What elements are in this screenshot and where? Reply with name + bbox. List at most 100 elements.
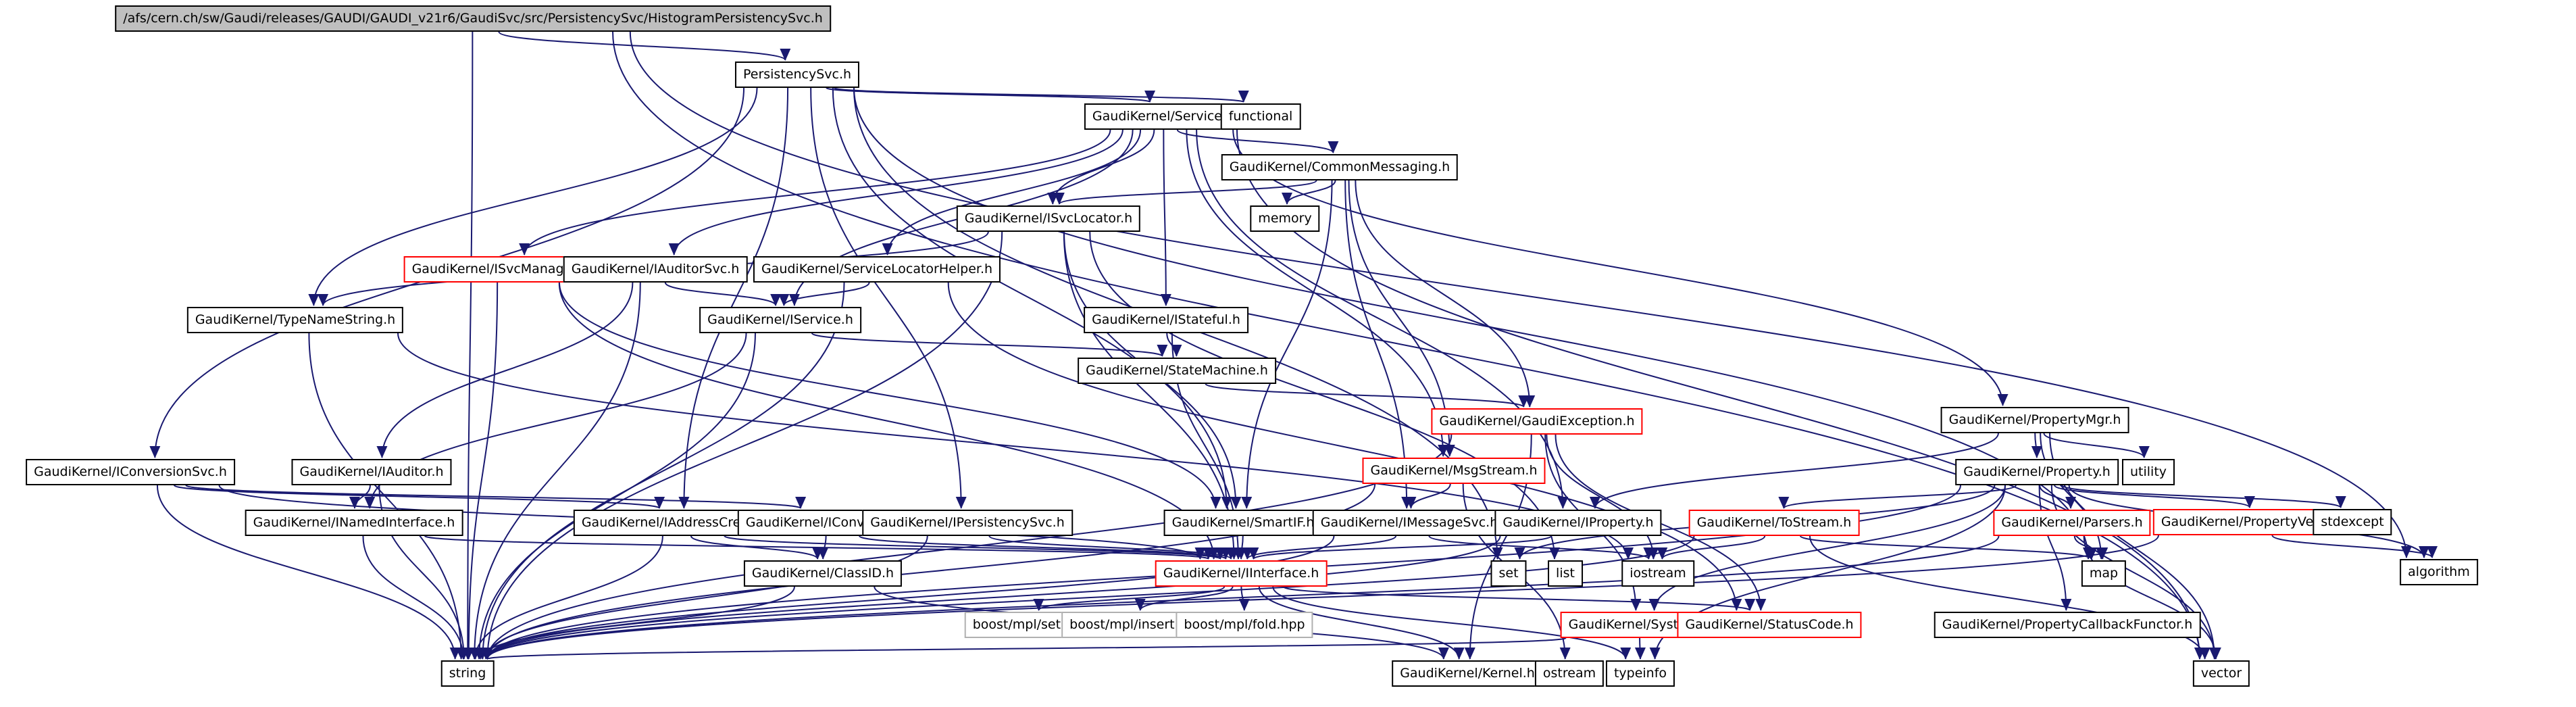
graph-node-imessagesvc[interactable]: GaudiKernel/IMessageSvc.h [1312, 510, 1507, 536]
graph-node-string: string [440, 660, 495, 687]
graph-node-statemachine[interactable]: GaudiKernel/StateMachine.h [1078, 358, 1276, 384]
include-edge-commonmessaging-to-smartif [1241, 180, 1333, 509]
graph-node-functional: functional [1220, 103, 1301, 130]
graph-node-propertycallback[interactable]: GaudiKernel/PropertyCallbackFunctor.h [1934, 612, 2201, 638]
include-edge-persistencysvc-to-functional [833, 87, 1248, 103]
graph-node-iservice[interactable]: GaudiKernel/IService.h [699, 307, 861, 333]
include-edge-ipersistencysvc-to-string [480, 535, 928, 660]
graph-node-inamedinterface[interactable]: GaudiKernel/INamedInterface.h [245, 510, 463, 536]
graph-node-property[interactable]: GaudiKernel/Property.h [1955, 459, 2119, 485]
include-edge-service-to-isvclocator [1047, 129, 1155, 205]
include-edge-tostream-to-vector [1809, 535, 2211, 660]
graph-node-typenamestring[interactable]: GaudiKernel/TypeNameString.h [186, 307, 404, 333]
graph-node-service[interactable]: GaudiKernel/Service.h [1084, 103, 1243, 130]
graph-node-tostream[interactable]: GaudiKernel/ToStream.h [1688, 510, 1860, 536]
include-edge-commonmessaging-to-gaudiexception [1355, 180, 1536, 408]
graph-node-servicelocatorhelper[interactable]: GaudiKernel/ServiceLocatorHelper.h [753, 256, 1001, 283]
include-edge-isvcmanager-to-string [463, 282, 499, 660]
graph-node-typeinfo: typeinfo [1605, 660, 1675, 687]
include-edge-tostream-to-iostream [1657, 535, 1766, 560]
include-edge-parsers-to-vector [2083, 535, 2221, 660]
graph-node-msgstream[interactable]: GaudiKernel/MsgStream.h [1362, 458, 1546, 484]
include-edge-iaddresscreator-to-classid [690, 535, 824, 560]
graph-node-iauditorsvc[interactable]: GaudiKernel/IAuditorSvc.h [563, 256, 748, 283]
include-edge-iproperty-to-iinterface [1248, 535, 1552, 560]
include-edge-propertymgr-to-utility [2043, 433, 2150, 458]
include-edge-service-to-iauditorsvc [668, 129, 1123, 255]
include-edge-servicelocatorhelper-to-statuscode [947, 282, 1742, 611]
include-edge-statemachine-to-gaudiexception [1205, 383, 1529, 408]
include-edge-commonmessaging-to-msgstream [1348, 180, 1455, 457]
include-edge-commonmessaging-to-memory [1282, 180, 1336, 205]
include-edge-iinterface-to-boost_insert [1134, 586, 1234, 611]
include-edge-title-to-persistencysvc [498, 31, 790, 61]
include-edge-classid-to-string [475, 586, 795, 660]
graph-node-vector: vector [2192, 660, 2250, 687]
include-edge-servicelocatorhelper-to-string [477, 282, 845, 660]
graph-node-utility: utility [2121, 459, 2175, 485]
include-edge-iaddresscreator-to-string [470, 535, 663, 660]
include-edge-imessagesvc-to-string [482, 535, 1335, 660]
graph-node-ostream: ostream [1534, 660, 1605, 687]
include-edge-iinterface-to-statuscode [1282, 586, 1755, 611]
include-edge-persistencysvc-to-smartif [832, 87, 1232, 509]
include-edge-iconversionsvc-to-string [156, 485, 461, 660]
graph-node-istateful[interactable]: GaudiKernel/IStateful.h [1084, 307, 1248, 333]
graph-node-iinterface[interactable]: GaudiKernel/IInterface.h [1155, 560, 1328, 587]
graph-node-persistencysvc[interactable]: PersistencySvc.h [734, 62, 860, 88]
include-edge-propertymgr-to-iproperty [1590, 433, 1999, 509]
graph-node-iconversionsvc[interactable]: GaudiKernel/IConversionSvc.h [26, 459, 235, 485]
include-edge-isvclocator-to-list [1089, 231, 1560, 560]
include-edge-propertymgr-to-map [2040, 433, 2107, 560]
include-edge-isvcmanager-to-iinterface [558, 282, 1219, 560]
graph-node-iproperty[interactable]: GaudiKernel/IProperty.h [1494, 510, 1662, 536]
include-edge-iaddresscreator-to-iinterface [724, 535, 1226, 560]
include-edge-iconversionsvc-to-iconverter [185, 485, 806, 509]
include-edge-service-to-iproperty [1196, 129, 1569, 509]
include-edge-iproperty-to-string [482, 535, 1501, 660]
graph-node-classid[interactable]: GaudiKernel/ClassID.h [743, 560, 903, 587]
include-edge-iconverter-to-iinterface [859, 535, 1231, 560]
graph-node-kernel[interactable]: GaudiKernel/Kernel.h [1392, 660, 1543, 687]
graph-node-isvclocator[interactable]: GaudiKernel/ISvcLocator.h [956, 205, 1141, 232]
graph-node-smartif[interactable]: GaudiKernel/SmartIF.h [1163, 510, 1323, 536]
include-edge-parsers-to-map [2073, 535, 2108, 560]
include-edge-istateful-to-statemachine [1166, 333, 1182, 357]
graph-node-ipersistencysvc[interactable]: GaudiKernel/IPersistencySvc.h [862, 510, 1073, 536]
include-edge-msgstream-to-imessagesvc [1405, 483, 1451, 509]
graph-node-map: map [2081, 560, 2127, 587]
include-edge-persistencysvc-to-map [853, 87, 2094, 560]
graph-node-commonmessaging[interactable]: GaudiKernel/CommonMessaging.h [1221, 154, 1459, 180]
include-edge-iconverter-to-classid [817, 535, 829, 560]
include-edge-inamedinterface-to-string [362, 535, 469, 660]
include-edge-property-to-tostream [1778, 485, 2017, 509]
include-edge-iservice-to-string [474, 333, 756, 660]
include-edge-tostream-to-map [1800, 535, 2097, 560]
include-edge-isvclocator-to-string [482, 231, 1003, 660]
include-edge-persistencysvc-to-service [826, 87, 1155, 103]
graph-node-iauditor[interactable]: GaudiKernel/IAuditor.h [291, 459, 452, 485]
include-edge-persistencysvc-to-typenamestring [308, 87, 758, 306]
include-edge-tostream-to-string [482, 535, 1695, 660]
include-edge-commonmessaging-to-imessagesvc [1344, 180, 1413, 509]
include-edge-persistencysvc-to-ipersistencysvc [810, 87, 967, 509]
include-edge-property-to-stdexcept [2061, 485, 2346, 508]
include-edge-property-to-system [1648, 485, 2006, 611]
graph-node-gaudiexception[interactable]: GaudiKernel/GaudiException.h [1431, 408, 1643, 435]
include-edge-iconversionsvc-to-iaddresscreator [174, 485, 665, 509]
include-edge-iauditorsvc-to-iauditor [376, 282, 634, 458]
graph-node-propertymgr[interactable]: GaudiKernel/PropertyMgr.h [1940, 407, 2129, 433]
graph-node-stdexcept: stdexcept [2313, 509, 2392, 535]
include-edge-service-to-propertymgr [1232, 129, 2009, 406]
include-edge-ipersistencysvc-to-iinterface [988, 535, 1236, 560]
include-edge-imessagesvc-to-iostream [1428, 535, 1655, 560]
include-edge-propertyverifier-to-algorithm [2271, 535, 2438, 558]
include-edge-service-to-servicelocatorhelper [882, 129, 1142, 255]
include-edge-iservice-to-statemachine [811, 333, 1167, 357]
include-edge-imessagesvc-to-iinterface [1242, 535, 1397, 560]
include-edge-propertyverifier-to-string [482, 535, 2159, 660]
include-edge-property-to-parsers [2039, 485, 2077, 509]
graph-node-parsers[interactable]: GaudiKernel/Parsers.h [1993, 510, 2151, 536]
include-edge-iinterface-to-typeinfo [1272, 586, 1632, 660]
graph-node-statuscode[interactable]: GaudiKernel/StatusCode.h [1677, 612, 1862, 638]
